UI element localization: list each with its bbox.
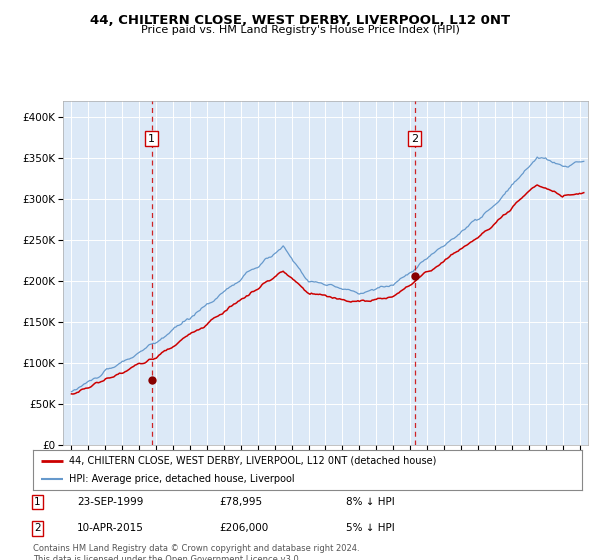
Text: 1: 1 [148,134,155,144]
Text: £78,995: £78,995 [220,497,263,507]
Text: 5% ↓ HPI: 5% ↓ HPI [346,524,395,534]
Text: 1: 1 [34,497,41,507]
Text: Price paid vs. HM Land Registry's House Price Index (HPI): Price paid vs. HM Land Registry's House … [140,25,460,35]
Text: 23-SEP-1999: 23-SEP-1999 [77,497,143,507]
Text: 10-APR-2015: 10-APR-2015 [77,524,144,534]
Text: 2: 2 [34,524,41,534]
Text: £206,000: £206,000 [220,524,269,534]
Text: 2: 2 [411,134,418,144]
Text: 8% ↓ HPI: 8% ↓ HPI [346,497,395,507]
Text: 44, CHILTERN CLOSE, WEST DERBY, LIVERPOOL, L12 0NT (detached house): 44, CHILTERN CLOSE, WEST DERBY, LIVERPOO… [68,456,436,465]
Text: Contains HM Land Registry data © Crown copyright and database right 2024.
This d: Contains HM Land Registry data © Crown c… [33,544,359,560]
Text: 44, CHILTERN CLOSE, WEST DERBY, LIVERPOOL, L12 0NT: 44, CHILTERN CLOSE, WEST DERBY, LIVERPOO… [90,14,510,27]
Text: HPI: Average price, detached house, Liverpool: HPI: Average price, detached house, Live… [68,474,295,484]
